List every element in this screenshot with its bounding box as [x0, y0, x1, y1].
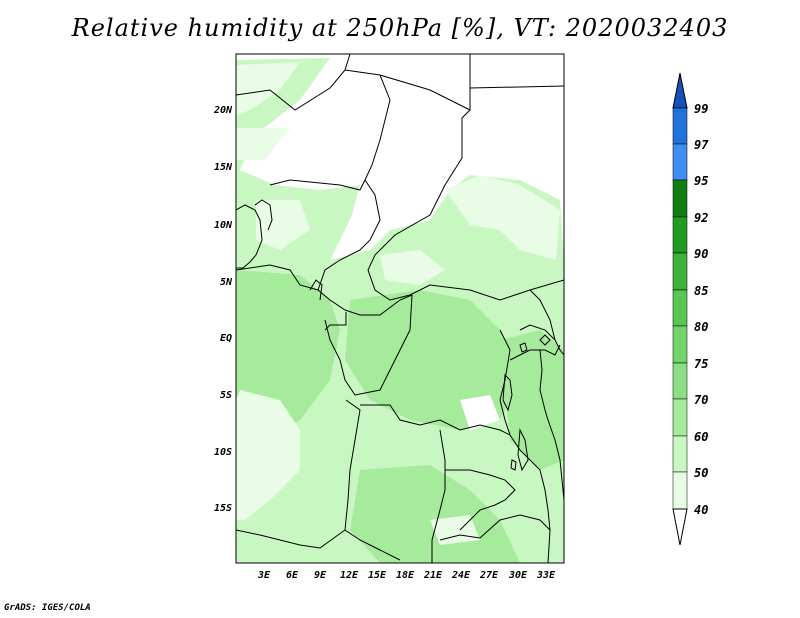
colorbar: 99 97 95 92 90 85 80 75 70 60 50 40: [672, 72, 709, 546]
longitude-labels: 3E 6E 9E 12E 15E 18E 21E 24E 27E 30E 33E: [257, 570, 556, 581]
humidity-region: [256, 200, 310, 250]
colorbar-swatch-92-95: [672, 179, 688, 218]
humidity-region: [460, 395, 500, 430]
colorbar-swatch-97-99: [672, 107, 688, 145]
colorbar-label-92: 92: [694, 211, 708, 225]
colorbar-swatch-75-80: [672, 325, 688, 364]
map-panel: [235, 53, 565, 564]
software-credit: GrADS: IGES/COLA: [4, 603, 91, 613]
lat-label-15S: 15S: [214, 503, 232, 514]
colorbar-label-95: 95: [694, 174, 708, 188]
colorbar-swatch-80-85: [672, 289, 688, 327]
lon-label-3E: 3E: [257, 570, 271, 581]
colorbar-label-85: 85: [694, 284, 708, 298]
lon-label-27E: 27E: [479, 570, 499, 581]
lat-label-20N: 20N: [213, 105, 233, 116]
lakes: [502, 334, 551, 472]
colorbar-label-99: 99: [694, 102, 708, 116]
humidity-region: [345, 290, 520, 430]
colorbar-top-arrow: [672, 72, 688, 109]
lon-label-6E: 6E: [286, 570, 299, 581]
lon-label-24E: 24E: [451, 570, 471, 581]
humidity-region: [445, 175, 560, 260]
lon-label-33E: 33E: [536, 570, 556, 581]
humidity-region: [236, 128, 290, 160]
lon-label-12E: 12E: [340, 570, 359, 581]
colorbar-label-97: 97: [694, 138, 709, 152]
colorbar-swatch-85-90: [672, 252, 688, 291]
humidity-region: [236, 390, 300, 520]
country-borders: [236, 54, 564, 563]
humidity-field: [236, 56, 564, 563]
lat-label-5S: 5S: [220, 390, 232, 401]
humidity-region: [500, 330, 564, 470]
colorbar-swatch-40-50: [672, 471, 688, 510]
colorbar-label-90: 90: [694, 247, 708, 261]
map-title: Relative humidity at 250hPa [%], VT: 202…: [71, 14, 729, 42]
humidity-region: [236, 62, 300, 115]
colorbar-swatch-60-70: [672, 398, 688, 437]
colorbar-label-75: 75: [694, 357, 708, 371]
colorbar-bottom-arrow: [672, 508, 688, 546]
lon-label-9E: 9E: [314, 570, 327, 581]
colorbar-label-40: 40: [694, 503, 708, 517]
colorbar-swatch-50-60: [672, 435, 688, 473]
colorbar-swatch-70-75: [672, 362, 688, 400]
lat-label-15N: 15N: [214, 162, 233, 173]
lat-label-10N: 10N: [214, 220, 233, 231]
lon-label-15E: 15E: [368, 570, 387, 581]
latitude-labels: 20N 15N 10N 5N EQ 5S 10S 15S: [213, 105, 233, 514]
lon-label-18E: 18E: [396, 570, 415, 581]
colorbar-swatch-90-92: [672, 216, 688, 254]
dry-region: [300, 56, 470, 250]
colorbar-label-60: 60: [694, 430, 708, 444]
map-frame: [235, 53, 565, 564]
lat-label-10S: 10S: [214, 447, 232, 458]
lon-label-21E: 21E: [423, 570, 443, 581]
lat-label-5N: 5N: [220, 277, 233, 288]
colorbar-label-70: 70: [694, 393, 708, 407]
colorbar-swatch-95-97: [672, 143, 688, 181]
dry-region: [455, 56, 564, 200]
colorbar-label-80: 80: [694, 320, 708, 334]
lon-label-30E: 30E: [508, 570, 528, 581]
humidity-region: [380, 250, 445, 285]
lat-label-EQ: EQ: [220, 333, 232, 344]
colorbar-label-50: 50: [694, 466, 708, 480]
